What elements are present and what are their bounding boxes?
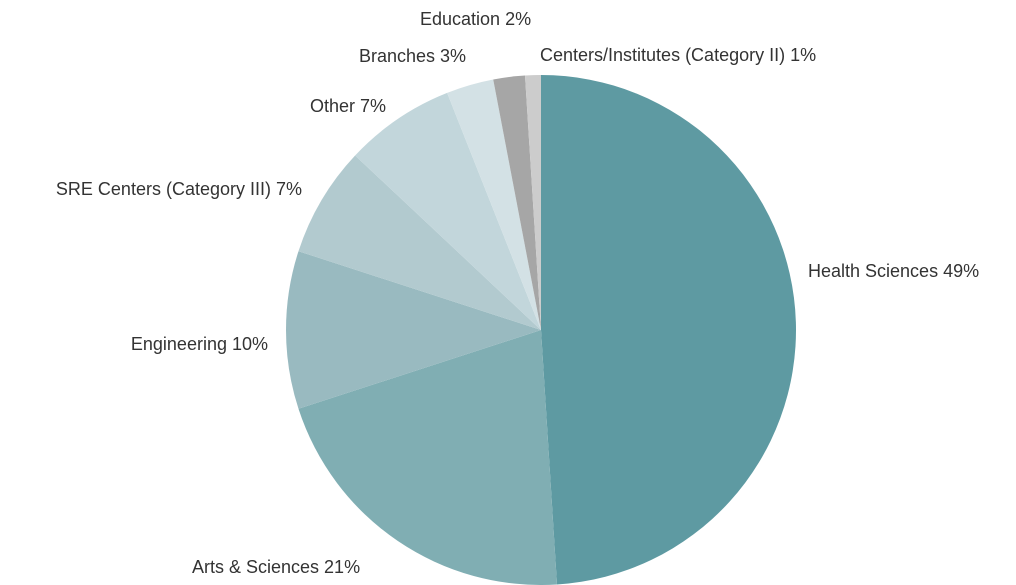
pie-slice [355,92,541,330]
slice-value: 3% [440,46,466,66]
slice-label: Arts & Sciences 21% [192,557,360,577]
slice-category: Education [420,9,500,29]
slice-category: SRE Centers (Category III) [56,179,271,199]
slice-value: 1% [790,45,816,65]
slice-category: Arts & Sciences [192,557,319,577]
pie-slice [524,75,541,330]
slice-label: Education 2% [420,9,531,29]
pie-slice [493,75,541,331]
slice-category: Centers/Institutes (Category II) [540,45,785,65]
slice-value: 7% [276,179,302,199]
pie-slice [298,330,558,585]
pie-slice [286,251,541,409]
pie-slice [447,79,541,330]
slice-value: 7% [360,96,386,116]
slice-label: Engineering 10% [131,334,268,354]
slice-value: 21% [324,557,360,577]
slice-label: SRE Centers (Category III) 7% [56,179,302,199]
slice-value: 2% [505,9,531,29]
slice-category: Branches [359,46,435,66]
slice-category: Engineering [131,334,227,354]
slice-value: 10% [232,334,268,354]
slice-label: Other 7% [310,96,386,116]
slice-label: Health Sciences 49% [808,261,979,281]
slice-category: Other [310,96,355,116]
slice-value: 49% [943,261,979,281]
pie-slice [298,155,541,330]
slice-category: Health Sciences [808,261,938,281]
pie-slice [541,75,797,585]
slice-label: Branches 3% [359,46,466,66]
slice-label: Centers/Institutes (Category II) 1% [540,45,816,65]
